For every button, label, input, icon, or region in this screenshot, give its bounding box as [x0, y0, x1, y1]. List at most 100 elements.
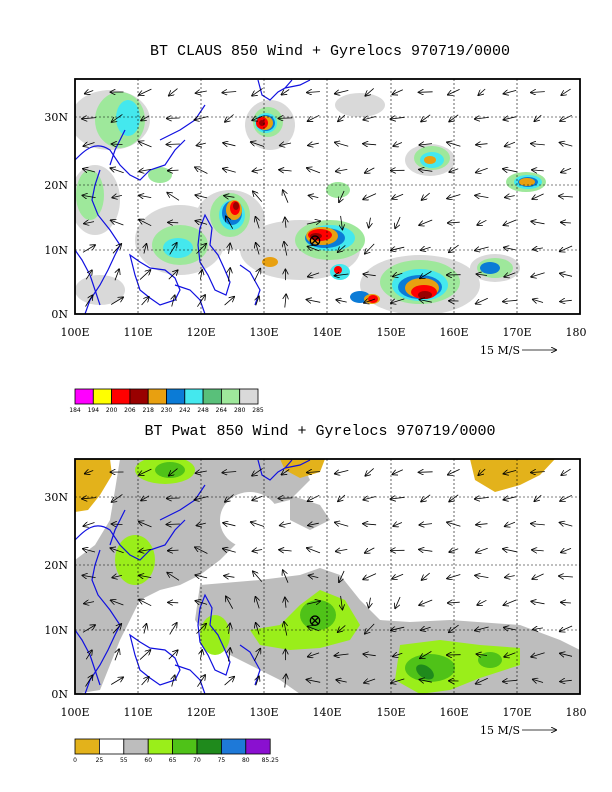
wind-arrow	[308, 143, 319, 145]
wind-arrow	[110, 297, 123, 305]
wind-arrow	[532, 193, 544, 199]
wind-arrow	[421, 494, 431, 502]
wind-arrow	[168, 270, 178, 280]
wind-arrow	[139, 600, 152, 607]
wind-arrow	[197, 295, 205, 307]
wind-arrow	[421, 114, 431, 122]
wind-arrow	[139, 522, 152, 528]
colorbar-label: 230	[161, 407, 173, 414]
wind-arrow	[531, 221, 545, 223]
wind-arrow	[533, 248, 543, 250]
wind-arrow	[195, 117, 209, 120]
panel-pwat: BT Pwat 850 Wind + Gyrelocs 970719/0000	[44, 423, 586, 764]
wind-arrow	[172, 675, 175, 687]
wind-arrow	[335, 654, 349, 656]
wind-arrow	[505, 522, 516, 526]
wind-arrow	[256, 297, 259, 306]
colorbar-swatch	[202, 388, 222, 405]
reference-vector: 15 M/S	[480, 344, 556, 357]
svg-text:100E: 100E	[60, 326, 89, 339]
wind-arrow	[419, 219, 433, 225]
colorbar-swatch	[196, 738, 222, 755]
wind-arrow	[224, 576, 235, 578]
wind-arrow	[253, 170, 263, 172]
wind-arrow	[448, 469, 460, 474]
svg-text:10N: 10N	[44, 624, 68, 637]
wind-arrow	[256, 243, 259, 255]
svg-text:30N: 30N	[44, 491, 68, 504]
wind-arrow	[338, 625, 346, 632]
wind-arrow	[504, 470, 517, 473]
wind-arrow	[256, 677, 259, 686]
wind-arrow	[308, 653, 320, 657]
wind-arrow	[172, 295, 175, 307]
wind-arrow	[141, 677, 149, 686]
wind-arrow	[341, 595, 343, 609]
wind-arrow	[393, 89, 403, 95]
wind-arrow	[82, 195, 96, 197]
svg-text:15 M/S: 15 M/S	[480, 344, 520, 357]
wind-arrow	[478, 468, 486, 475]
wind-arrow	[307, 548, 321, 554]
wind-arrow	[284, 622, 287, 636]
brightness-temperature-shading	[75, 90, 546, 314]
svg-text:150E: 150E	[376, 326, 405, 339]
wind-arrow	[111, 220, 124, 226]
colorbar-swatch	[147, 388, 167, 405]
wind-arrow	[169, 88, 178, 96]
wind-arrow	[284, 242, 287, 256]
wind-arrow	[225, 494, 234, 502]
svg-text:120E: 120E	[186, 326, 215, 339]
wind-arrow	[393, 653, 403, 656]
colorbar-swatch	[184, 388, 204, 405]
colorbar-label: 242	[179, 407, 191, 414]
colorbar-swatch	[166, 388, 186, 405]
wind-arrow	[449, 169, 459, 172]
colorbar-swatch	[245, 738, 271, 755]
colorbar-swatch	[74, 738, 100, 755]
svg-text:100E: 100E	[60, 706, 89, 719]
wind-arrow	[476, 297, 488, 304]
svg-text:160E: 160E	[439, 326, 468, 339]
wind-arrow	[283, 190, 289, 203]
wind-arrow	[447, 574, 461, 579]
wind-arrow	[448, 89, 460, 94]
wind-arrow	[561, 602, 571, 603]
wind-arrow	[307, 92, 320, 93]
wind-arrow	[256, 217, 260, 229]
wind-arrow	[112, 114, 123, 122]
wind-arrow	[223, 549, 236, 553]
wind-arrow	[363, 524, 377, 525]
wind-arrow	[228, 648, 230, 662]
wind-arrow	[253, 550, 263, 552]
colorbar-swatch	[99, 738, 125, 755]
svg-text:130E: 130E	[249, 706, 278, 719]
wind-arrow	[419, 550, 433, 552]
wind-arrow	[228, 268, 230, 282]
wind-arrow	[167, 144, 180, 145]
wind-arrow	[420, 300, 432, 303]
wind-arrow	[476, 144, 488, 145]
wind-arrow	[306, 601, 320, 604]
wind-arrow	[532, 170, 544, 171]
wind-arrow	[365, 88, 374, 95]
wind-arrow	[200, 270, 202, 280]
wind-arrow	[419, 170, 433, 172]
wind-arrow	[252, 116, 263, 120]
wind-arrow	[532, 550, 544, 551]
wind-arrow	[363, 144, 377, 145]
wind-arrow	[561, 548, 572, 552]
wind-arrow	[560, 653, 573, 656]
wind-arrow	[285, 674, 286, 688]
panel-title: BT CLAUS 850 Wind + Gyrelocs 970719/0000	[150, 43, 510, 60]
wind-arrow	[561, 468, 571, 475]
wind-arrow	[560, 114, 572, 121]
wind-arrow	[254, 269, 260, 282]
wind-arrow	[475, 627, 489, 631]
wind-arrow	[279, 498, 293, 499]
wind-arrow	[478, 88, 486, 95]
wind-arrow	[252, 468, 263, 475]
wind-arrow	[531, 652, 545, 657]
wind-arrow	[254, 649, 260, 662]
